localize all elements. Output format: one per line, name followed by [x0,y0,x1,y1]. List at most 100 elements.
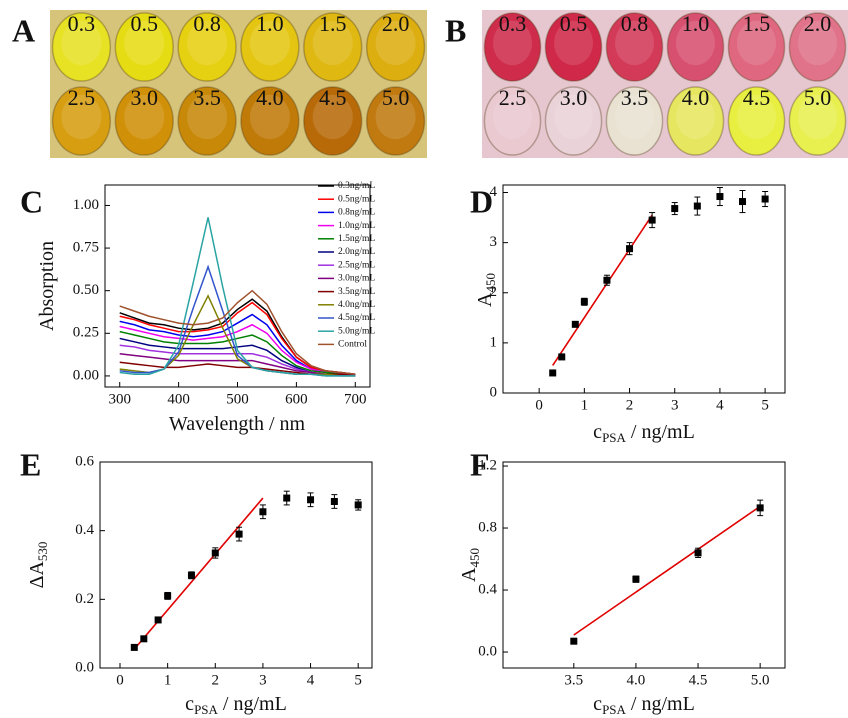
well [727,86,786,156]
well [605,86,664,156]
x-tick-label: 500 [226,391,249,407]
fit-line [133,497,264,650]
panel-letter: A [12,12,35,48]
well [788,12,847,82]
data-point [648,216,656,224]
well-shine [375,94,416,140]
well-shine [124,94,165,140]
well-label: 2.5 [499,85,527,110]
well-shine [249,94,291,140]
y-tick-label: 0.75 [73,240,99,256]
data-point [694,549,702,557]
data-point [330,497,338,505]
y-tick-label: 0.4 [75,522,94,538]
label-part: c [593,421,602,443]
panel-letter: C [20,183,43,219]
well [483,86,542,156]
well-shine [186,20,228,66]
data-point [307,496,315,504]
well-label: 4.0 [682,85,710,110]
x-tick-label: 2 [212,672,220,688]
x-tick-label: 3 [259,672,267,688]
legend-label: 2.0ng/mL [338,247,375,257]
x-axis-label: cPSA / ng/mL [593,693,695,717]
well-label: 3.0 [131,85,159,110]
data-point [558,353,566,361]
well-shine [312,20,353,66]
label-part: 530 [35,542,50,562]
data-point [259,508,267,516]
label-part: A [458,567,480,582]
well [51,86,112,156]
well-label: 4.5 [743,85,771,110]
well-shine [797,94,838,140]
well-shine [375,20,416,66]
well-shine [675,94,716,140]
x-tick-label: 2 [626,397,634,413]
y-tick-label: 0.2 [75,591,94,607]
well-label: 5.0 [382,85,410,110]
well-shine [124,20,165,66]
well-label: 1.0 [256,11,284,36]
well [483,12,542,82]
data-point [761,195,769,203]
well-label: 2.0 [804,11,832,36]
data-point [154,616,162,624]
data-point [549,369,557,377]
well [544,86,603,156]
label-part: PSA [602,702,626,717]
y-tick-label: 0.8 [478,519,497,535]
y-tick-label: 0.25 [73,325,99,341]
legend-label: 5.0ng/mL [338,326,375,336]
label-part: Wavelength / nm [169,413,306,435]
spectrum-line [119,301,356,375]
label-part: ΔA [26,561,48,589]
y-tick-label: 0.0 [478,643,497,659]
well [788,86,847,156]
well-label: 1.0 [682,11,710,36]
legend-label: 0.8ng/mL [338,208,375,218]
well [114,12,174,82]
legend-label: 3.5ng/mL [338,287,375,297]
well-label: 0.8 [621,11,649,36]
spectrum-line [119,353,356,375]
data-point [571,320,579,328]
well-shine [186,94,228,140]
well-shine [492,20,533,66]
x-tick-label: 1 [581,397,589,413]
legend-label: 4.0ng/mL [338,300,375,310]
plate [482,10,848,158]
legend-label: 1.5ng/mL [338,234,375,244]
plot-frame [99,461,373,669]
well-shine [675,20,716,66]
x-axis-label: cPSA / ng/mL [593,421,695,445]
x-tick-label: 300 [108,391,131,407]
spectrum-line [119,330,356,375]
x-tick-label: 700 [344,391,367,407]
y-tick-label: 2 [490,284,498,300]
label-part: PSA [602,430,626,445]
well [240,12,300,82]
y-tick-label: 0.4 [478,581,497,597]
well [727,12,786,82]
y-tick-label: 0.00 [73,367,99,383]
well [114,86,174,156]
well [303,12,363,82]
well [544,12,603,82]
legend-label: 2.5ng/mL [338,260,375,270]
y-tick-label: 0 [490,384,498,400]
plot-frame [502,184,786,394]
data-point [140,635,148,643]
label-part: PSA [194,702,218,717]
x-tick-label: 4.0 [627,672,646,688]
fit-line [573,505,761,636]
data-point [580,298,588,306]
data-point [130,643,138,651]
label-part: Absorption [36,241,58,331]
x-tick-label: 5 [761,397,769,413]
spectrum-line [119,323,356,375]
x-tick-label: 4 [307,672,315,688]
label-part: c [593,693,602,715]
well-label: 5.0 [804,85,832,110]
